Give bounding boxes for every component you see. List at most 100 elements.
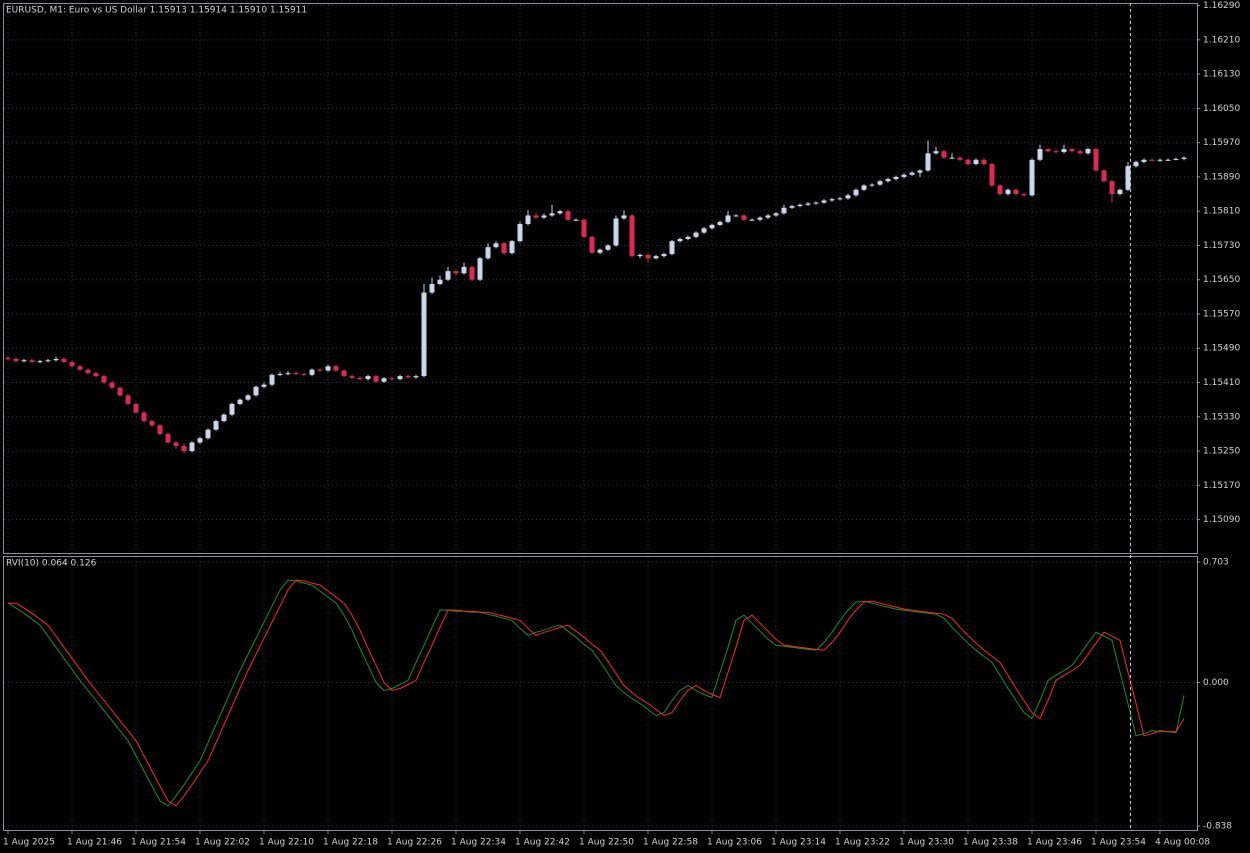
candle-body [1061, 149, 1067, 153]
candle-body [845, 195, 851, 199]
candle-body [573, 219, 579, 221]
candle-body [1013, 189, 1019, 195]
indicator-line [7, 579, 1185, 807]
candle-body [109, 382, 115, 388]
candle-body [421, 292, 427, 377]
candle-body [853, 189, 859, 196]
candle-body [245, 395, 251, 400]
candle-body [429, 283, 435, 293]
candle-body [581, 219, 587, 237]
candle-body [949, 157, 955, 159]
candle-body [229, 403, 235, 415]
y-tick-label: 1.16130 [1203, 70, 1240, 80]
candle-body [149, 421, 155, 426]
candle-body [285, 373, 291, 375]
candle-body [397, 376, 403, 380]
candle-body [917, 170, 923, 173]
candle-body [821, 200, 827, 203]
candle-body [925, 153, 931, 171]
candle-body [213, 421, 219, 430]
candle-body [1173, 158, 1179, 160]
x-tick-label: 1 Aug 23:38 [963, 838, 1018, 848]
y-tick-label: 1.15570 [1203, 309, 1240, 319]
x-tick-label: 1 Aug 23:30 [899, 838, 954, 848]
x-tick-label: 1 Aug 22:02 [195, 838, 250, 848]
text-layer: EURUSD, M1: Euro vs US Dollar 1.15913 1.… [3, 1, 1240, 847]
candle-body [757, 217, 763, 220]
candle-body [405, 376, 411, 378]
candle-body [453, 271, 459, 274]
y-tick-label: 1.15810 [1203, 207, 1240, 217]
candle-body [717, 221, 723, 225]
candle-body [1037, 149, 1043, 160]
candle-body [893, 176, 899, 180]
candle-body [77, 366, 83, 370]
candle-body [1117, 189, 1123, 195]
candle-body [565, 211, 571, 220]
candle-body [965, 159, 971, 165]
candle-body [725, 215, 731, 222]
candle-body [197, 438, 203, 443]
candle-body [997, 185, 1003, 195]
x-tick-label: 1 Aug 21:46 [67, 838, 122, 848]
candle-body [157, 425, 163, 434]
pane-title: EURUSD, M1: Euro vs US Dollar 1.15913 1.… [6, 6, 307, 16]
candle-body [1125, 166, 1131, 190]
candle-body [533, 215, 539, 218]
candle-body [309, 369, 315, 375]
x-tick-label: 1 Aug 22:18 [323, 838, 378, 848]
candle-body [437, 279, 443, 284]
candle-body [685, 236, 691, 240]
candle-body [517, 224, 523, 242]
grid-layer [3, 3, 1200, 834]
candle-body [981, 159, 987, 165]
candle-body [349, 376, 355, 378]
candle-body [813, 202, 819, 204]
candle-body [973, 159, 979, 165]
y-tick-label: 1.15490 [1203, 344, 1240, 354]
candle-body [1133, 161, 1139, 167]
candle-body [1101, 170, 1107, 182]
candle-body [781, 207, 787, 214]
y-tick-label: 1.15330 [1203, 412, 1240, 422]
candle-body [293, 373, 299, 375]
x-tick-label: 1 Aug 22:26 [387, 838, 442, 848]
y-tick-label: 1.15970 [1203, 138, 1240, 148]
candle-body [45, 360, 51, 362]
candle-body [1077, 151, 1083, 154]
candle-body [461, 266, 467, 274]
candle-body [509, 241, 515, 254]
y-tick-label: 1.16050 [1203, 104, 1240, 114]
candle-body [677, 239, 683, 242]
candle-body [549, 213, 555, 216]
candle-body [333, 366, 339, 371]
indicator-line [8, 579, 1185, 807]
candle-body [645, 254, 651, 259]
candle-body [741, 215, 747, 220]
candle-body [941, 151, 947, 158]
candle-body [773, 213, 779, 216]
candle-body [181, 445, 187, 452]
candle-body [869, 184, 875, 186]
candle-body [605, 245, 611, 250]
pane-frame [3, 3, 1198, 554]
candle-body [237, 399, 243, 404]
y-tick-label: 1.16290 [1203, 1, 1240, 11]
candle-body [373, 376, 379, 382]
candle-body [613, 218, 619, 246]
candle-body [765, 215, 771, 218]
x-tick-label: 1 Aug 23:46 [1027, 838, 1082, 848]
candle-body [1029, 159, 1035, 196]
y-tick-label: 1.15410 [1203, 378, 1240, 388]
candle-body [301, 373, 307, 375]
candle-body [957, 157, 963, 160]
candle-body [253, 386, 259, 396]
candle-body [445, 271, 451, 280]
candle-body [733, 215, 739, 217]
candle-body [877, 181, 883, 185]
candle-body [221, 414, 227, 422]
x-tick-label: 1 Aug 23:22 [835, 838, 890, 848]
